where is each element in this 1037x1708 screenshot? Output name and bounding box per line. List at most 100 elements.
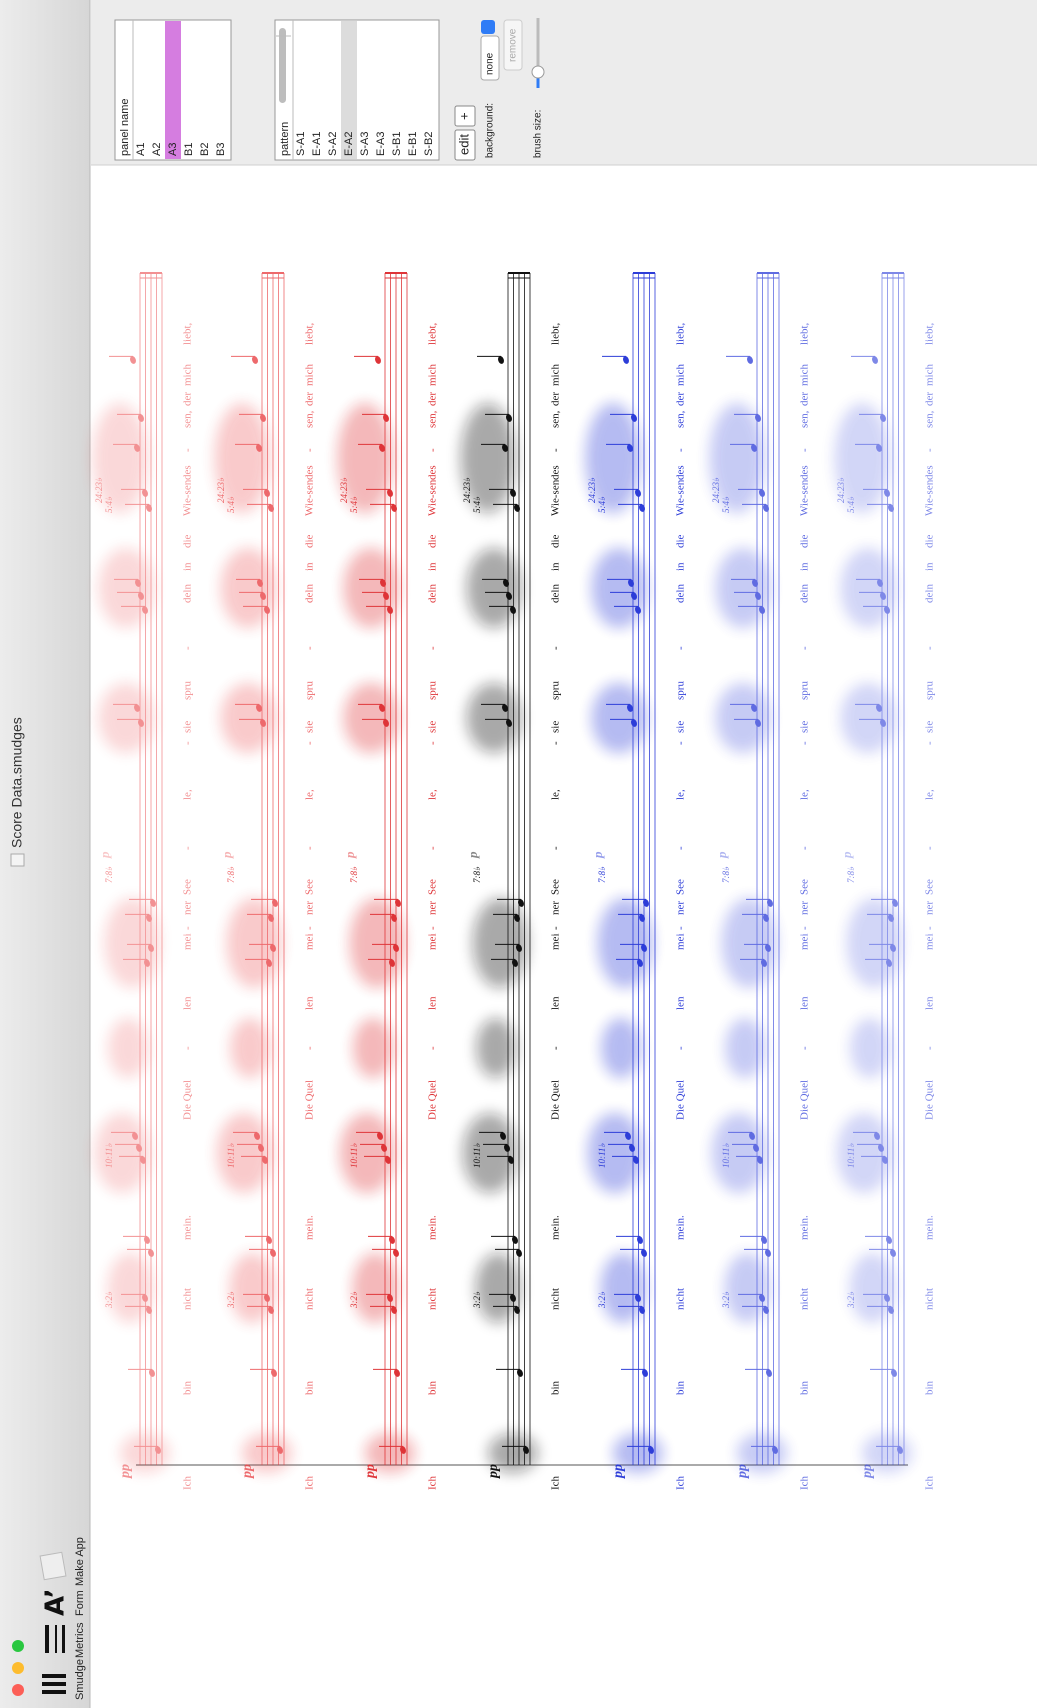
lyric: See (427, 879, 439, 895)
tuplet: 10:11♭ (721, 1143, 731, 1168)
list-item[interactable]: S-B1 (391, 132, 403, 156)
list-item[interactable]: E-A1 (311, 132, 323, 156)
zoom-button[interactable] (12, 1640, 24, 1652)
lyric: nicht (924, 1288, 936, 1310)
lyric: - (427, 448, 439, 452)
lyric: Die Quel (427, 1080, 439, 1120)
lyric: nicht (799, 1288, 811, 1310)
notehead (878, 1144, 884, 1152)
lyric: Ich (550, 1475, 562, 1490)
lyric: - (427, 741, 439, 745)
lyric: - (550, 448, 562, 452)
list-item[interactable]: S-A3 (359, 132, 371, 156)
notehead (146, 1306, 152, 1314)
lyric: See (182, 879, 194, 895)
slider-knob[interactable] (531, 65, 545, 79)
dynamic: pp (118, 1464, 133, 1479)
lyric: sie (182, 721, 194, 733)
smudge (107, 1253, 153, 1323)
notehead (379, 704, 385, 712)
lyric: mich (675, 364, 687, 386)
notehead (394, 1369, 400, 1377)
lyric: spru (427, 681, 439, 700)
notehead (270, 1249, 276, 1257)
notehead (266, 959, 272, 967)
notehead (393, 1249, 399, 1257)
smudge (711, 1113, 767, 1193)
notehead (635, 489, 641, 497)
smudge (94, 1113, 150, 1193)
list-item[interactable]: B2 (199, 143, 211, 156)
notehead (642, 1369, 648, 1377)
lyric: - (427, 926, 439, 930)
popup-stepper[interactable] (481, 20, 495, 34)
lyric: le, (924, 789, 936, 800)
smudge (229, 1253, 275, 1323)
lyric: nicht (550, 1288, 562, 1310)
lyric: in (550, 562, 562, 571)
toolbar-item[interactable]: Form (74, 1590, 86, 1616)
lyric: Ich (799, 1475, 811, 1490)
list-item[interactable]: E-B1 (407, 132, 419, 156)
toolbar-item[interactable]: Smudge (74, 1659, 86, 1700)
background-popup[interactable] (480, 35, 500, 81)
notehead (512, 959, 518, 967)
lyric: des (799, 465, 811, 480)
lyric: mich (304, 364, 316, 386)
lyric: ner (182, 901, 194, 915)
notehead (512, 1236, 518, 1244)
lyric: - (924, 846, 936, 850)
lyric: bin (799, 1380, 811, 1395)
list-item[interactable]: S-A2 (327, 132, 339, 156)
lyric: sen, (427, 410, 439, 428)
list-item[interactable]: A1 (135, 143, 147, 156)
list-item[interactable]: A3 (167, 143, 179, 156)
list-item[interactable]: E-A2 (343, 132, 355, 156)
lyric: - (675, 448, 687, 452)
smudge (849, 1253, 895, 1323)
lyric: liebt, (182, 322, 194, 345)
notehead (648, 1446, 654, 1454)
dynamic: pp (486, 1464, 501, 1479)
lyric: bin (427, 1380, 439, 1395)
lyric: See (304, 879, 316, 895)
list-item[interactable]: A2 (151, 143, 163, 156)
close-button[interactable] (12, 1684, 24, 1696)
lyric: bin (182, 1380, 194, 1395)
edit-button[interactable] (454, 129, 476, 161)
lyric: mei (675, 934, 687, 951)
notehead (503, 579, 509, 587)
list-item[interactable]: S-B2 (423, 132, 435, 156)
lyric: len (675, 996, 687, 1010)
notehead (766, 1369, 772, 1377)
list-item[interactable]: E-A3 (375, 132, 387, 156)
notehead (884, 1294, 890, 1302)
lyric: - (675, 846, 687, 850)
tuplet: 24:23♭ (462, 477, 472, 503)
add-button[interactable] (454, 105, 476, 127)
list-item[interactable]: S-A1 (295, 132, 307, 156)
list-item[interactable]: B1 (183, 143, 195, 156)
lyric: der (182, 392, 194, 406)
lyric: - (799, 741, 811, 745)
smudge (613, 1433, 663, 1473)
lyric: mei (304, 934, 316, 951)
lyric: in (304, 562, 316, 571)
lyric: nicht (675, 1288, 687, 1310)
dynamic: p (465, 851, 480, 859)
toolbar-item[interactable]: Make App (74, 1537, 86, 1586)
tuplet: 24:23♭ (339, 477, 349, 503)
notehead (763, 504, 769, 512)
lyric: sen, (924, 410, 936, 428)
toolbar-item[interactable]: Metrics (74, 1622, 86, 1658)
list-item[interactable]: B3 (215, 143, 227, 156)
lyric: des (182, 465, 194, 480)
remove-button[interactable] (503, 19, 523, 71)
tuplet: 24:23♭ (836, 477, 846, 503)
notehead (635, 1294, 641, 1302)
minimize-button[interactable] (12, 1662, 24, 1674)
notehead (517, 1369, 523, 1377)
notehead (880, 592, 886, 600)
notehead (385, 1156, 391, 1164)
notehead (264, 489, 270, 497)
